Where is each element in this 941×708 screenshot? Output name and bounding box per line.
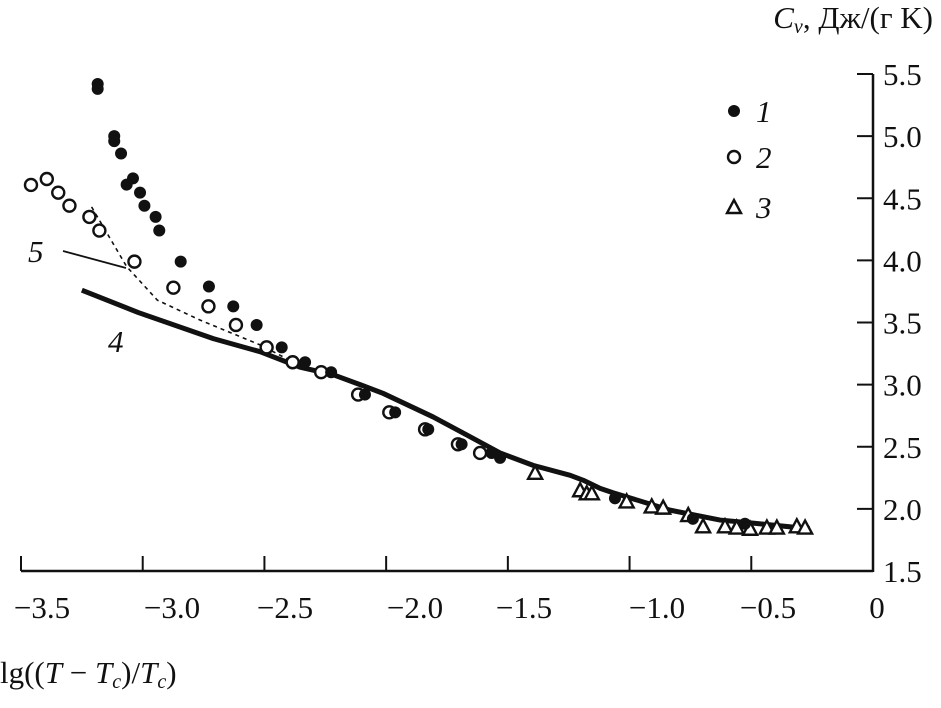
x-tick-label: −2.5 [257, 590, 313, 625]
series-1-point [325, 366, 338, 379]
series-1-point [120, 178, 133, 191]
series-3-point [694, 516, 713, 534]
x-tick-label: −1.5 [496, 590, 552, 625]
y-tick-label: 5.0 [883, 119, 922, 154]
series-1-point [91, 82, 104, 95]
series-1-point [275, 341, 288, 354]
series-2-point [127, 254, 142, 269]
y-tick-label: 2.5 [883, 430, 922, 465]
series-1-point [738, 517, 751, 530]
series-2-point [39, 171, 55, 187]
annotation-4-label: 4 [108, 324, 124, 359]
series-1-point [389, 406, 402, 419]
legend-marker-1 [728, 105, 740, 117]
series-1-point [174, 255, 187, 268]
series-2-point [62, 198, 77, 213]
y-axis-label: Cv, Дж/(г K) [773, 0, 933, 38]
series-3-point [617, 491, 636, 509]
series-2-point [23, 177, 39, 193]
series-1-point [494, 451, 507, 464]
y-tick-label: 4.5 [883, 181, 922, 216]
x-tick-label: −3.5 [14, 590, 70, 625]
y-tick-label: 1.5 [883, 554, 922, 589]
series-1-point [108, 135, 121, 148]
x-tick-label: 0 [869, 590, 885, 625]
y-tick-label: 2.0 [883, 492, 922, 527]
series-3-point [767, 517, 786, 535]
series-2-point [166, 280, 181, 295]
legend-label-2: 2 [756, 140, 772, 175]
series-1-point [227, 300, 240, 313]
annotation-5-leader [62, 250, 127, 269]
annotation-5-label: 5 [28, 234, 44, 269]
y-tick-label: 3.0 [883, 368, 922, 403]
series-2-point [285, 355, 300, 370]
series-3-point [642, 496, 661, 514]
series-3-point [582, 483, 601, 501]
x-tick-label: −3.0 [144, 590, 200, 625]
series-1-point [134, 186, 147, 199]
legend-label-1: 1 [756, 94, 772, 129]
series-1-point [358, 388, 371, 401]
legend-marker-3 [724, 197, 744, 215]
y-tick-label: 4.0 [883, 243, 922, 278]
series-2-point [201, 299, 216, 314]
series-2-point [82, 209, 97, 225]
series-2-point [92, 223, 107, 238]
y-tick-label: 5.5 [883, 57, 922, 92]
series-2-point [259, 340, 274, 355]
series-1-point [299, 356, 312, 369]
x-axis-label: lg((T − Tc)/Tc) [0, 655, 177, 693]
x-tick-label: −0.5 [740, 590, 796, 625]
series-1-point [153, 224, 166, 237]
series-1-point [202, 280, 215, 293]
y-tick-label: 3.5 [883, 306, 922, 341]
series-3-point [796, 517, 815, 535]
series-1-point [686, 512, 699, 525]
series-1-point [149, 210, 162, 223]
series-4-curve [80, 287, 810, 532]
series-1-point [138, 199, 151, 212]
series-2-point [472, 445, 488, 461]
series-3-point [654, 498, 673, 515]
series-1-point [115, 147, 128, 160]
legend-label-3: 3 [755, 190, 772, 225]
series-1-point [608, 492, 621, 505]
series-1-point [455, 438, 468, 451]
x-tick-label: −2.0 [387, 590, 443, 625]
legend-marker-2 [726, 149, 742, 165]
series-3-point [715, 516, 735, 534]
series-1-point [422, 423, 435, 436]
x-tick-label: −1.0 [629, 590, 685, 625]
series-2-point [51, 185, 66, 200]
series-2-point [228, 317, 244, 333]
series-1-point [250, 318, 263, 331]
series-3-point [526, 463, 545, 481]
